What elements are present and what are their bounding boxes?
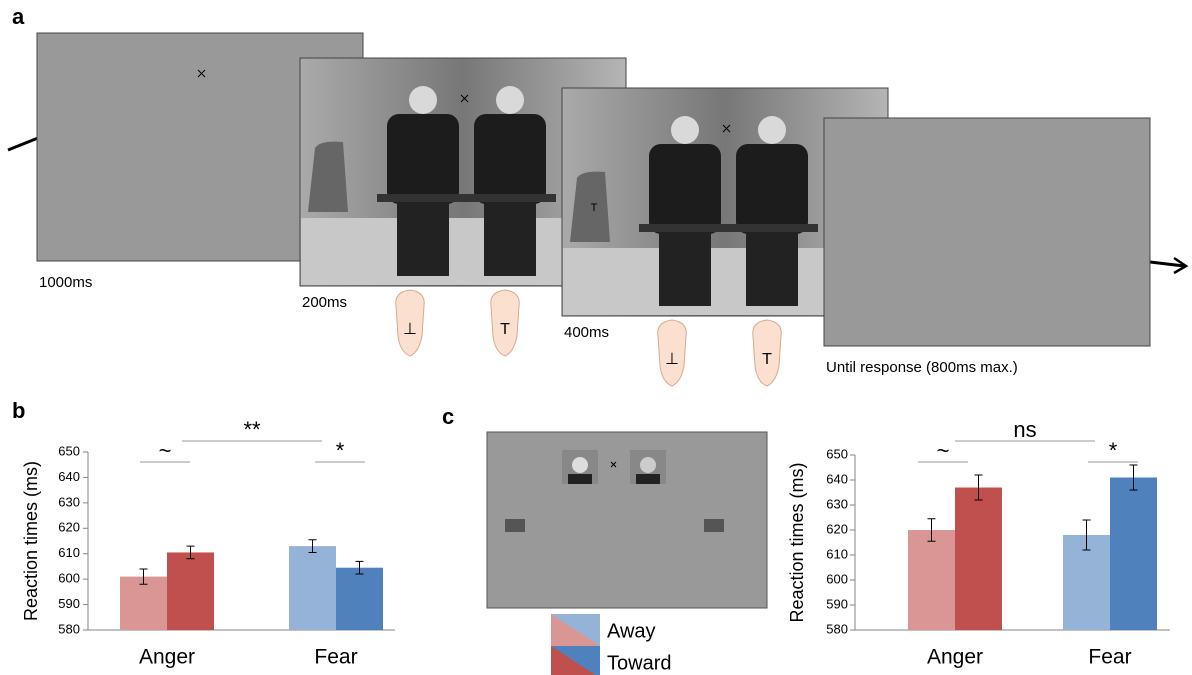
x-tick-label: Fear — [1088, 646, 1131, 669]
y-tick-label: 640 — [826, 471, 848, 486]
torso — [636, 474, 660, 484]
error-bar — [308, 539, 317, 553]
y-tick-label: 610 — [58, 545, 80, 560]
fixation-cross — [197, 69, 206, 78]
y-tick-label: 630 — [58, 494, 80, 509]
timeline-arrow — [1149, 260, 1185, 268]
panel-label: b — [12, 398, 25, 423]
chair — [308, 141, 348, 212]
error-bar — [139, 568, 148, 585]
panel-label: c — [442, 404, 454, 429]
significance-label: ** — [243, 417, 261, 442]
head — [409, 86, 437, 114]
legend-swatch — [551, 614, 600, 646]
hand — [490, 289, 520, 357]
face — [572, 457, 588, 473]
y-tick-label: 650 — [58, 443, 80, 458]
chair — [570, 171, 610, 242]
bar — [120, 576, 167, 630]
y-tick-label: 590 — [826, 596, 848, 611]
fixation-cross — [610, 461, 617, 468]
head — [758, 116, 786, 144]
timeline-start — [7, 136, 39, 152]
y-tick-label: 640 — [58, 469, 80, 484]
face — [640, 457, 656, 473]
error-bar — [974, 474, 983, 501]
y-tick-label: 650 — [826, 446, 848, 461]
y-tick-label: 610 — [826, 546, 848, 561]
legs — [659, 226, 711, 306]
target-letter: T — [591, 202, 598, 214]
legend-swatch — [551, 646, 596, 675]
torso — [474, 114, 546, 204]
duration-label: 400ms — [564, 324, 609, 341]
chair-thumb — [704, 519, 724, 532]
x-tick-label: Fear — [314, 646, 357, 669]
duration-label: Until response (800ms max.) — [826, 359, 1018, 376]
error-bar — [186, 545, 195, 560]
bar — [336, 567, 383, 630]
significance-label: ns — [1013, 417, 1036, 442]
legs — [397, 196, 449, 276]
bar — [908, 530, 955, 630]
y-axis-label: Reaction times (ms) — [21, 461, 41, 621]
legend-label: Away — [607, 620, 656, 642]
y-tick-label: 600 — [58, 571, 80, 586]
error-bar — [1082, 519, 1091, 551]
response-letter: T — [500, 321, 510, 338]
significance-label: * — [336, 438, 345, 463]
torso — [649, 144, 721, 234]
torso — [736, 144, 808, 234]
head — [671, 116, 699, 144]
duration-label: 200ms — [302, 294, 347, 311]
bar — [167, 552, 214, 630]
bar — [1110, 477, 1157, 630]
seat — [726, 224, 818, 232]
response-letter: ⊥ — [665, 351, 679, 368]
legs — [746, 226, 798, 306]
legs — [484, 196, 536, 276]
legend-label: Toward — [607, 652, 671, 674]
y-tick-label: 620 — [826, 521, 848, 536]
duration-label: 1000ms — [39, 274, 92, 291]
y-tick-label: 580 — [58, 621, 80, 636]
response-letter: ⊥ — [403, 321, 417, 338]
torso — [387, 114, 459, 204]
arrow-head — [1173, 256, 1189, 275]
y-tick-label: 580 — [826, 621, 848, 636]
bar — [289, 546, 336, 630]
y-axis-label: Reaction times (ms) — [787, 462, 807, 622]
error-bar — [1129, 464, 1138, 491]
y-tick-label: 620 — [58, 520, 80, 535]
panel-label: a — [12, 4, 25, 29]
trial-frame — [823, 117, 1151, 347]
hand — [657, 319, 687, 387]
error-bar — [355, 560, 364, 575]
head — [496, 86, 524, 114]
seat — [464, 194, 556, 202]
chair-thumb — [505, 519, 525, 532]
seat — [377, 194, 469, 202]
bar — [955, 487, 1002, 630]
significance-label: * — [1109, 438, 1118, 463]
seat — [639, 224, 731, 232]
error-bar — [927, 518, 936, 542]
significance-label: ~ — [159, 438, 172, 463]
response-letter: T — [762, 351, 772, 368]
bar — [1063, 535, 1110, 630]
fixation-cross — [460, 94, 469, 103]
torso — [568, 474, 592, 484]
fixation-cross — [722, 124, 731, 133]
hand — [395, 289, 425, 357]
y-tick-label: 600 — [826, 571, 848, 586]
x-tick-label: Anger — [139, 646, 195, 669]
hand — [752, 319, 782, 387]
y-tick-label: 630 — [826, 496, 848, 511]
significance-label: ~ — [937, 438, 950, 463]
display-example — [486, 431, 768, 609]
x-tick-label: Anger — [927, 646, 983, 669]
y-tick-label: 590 — [58, 596, 80, 611]
